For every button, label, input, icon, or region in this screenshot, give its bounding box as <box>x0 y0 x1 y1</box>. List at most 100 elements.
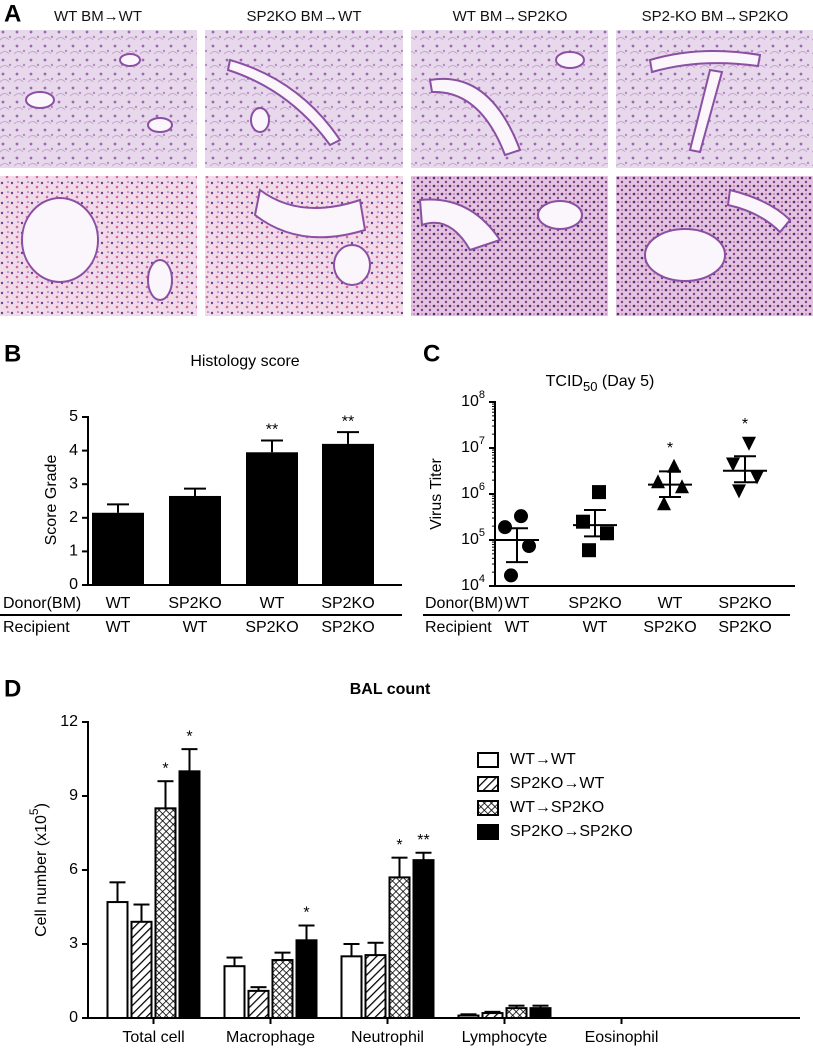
point <box>667 458 681 473</box>
bar <box>295 939 318 1019</box>
point <box>498 520 512 535</box>
tick-base: 10 <box>461 531 479 548</box>
point <box>732 484 746 499</box>
bar <box>457 1014 480 1019</box>
x-tick-label: WT <box>505 619 530 636</box>
point <box>522 539 536 554</box>
point <box>504 568 518 583</box>
x-tick-label: SP2KO <box>643 619 696 636</box>
significance: * <box>667 440 673 457</box>
y-tick-label: 1 <box>69 543 78 560</box>
title-part: (Day 5) <box>597 373 654 390</box>
point <box>657 496 671 511</box>
legend-label: WT→WT <box>510 751 576 768</box>
image <box>205 176 403 316</box>
row-label: Donor(BM) <box>3 595 81 612</box>
image-caption: WT BM→SP2KO <box>453 8 568 25</box>
significance: * <box>303 905 309 922</box>
row-label: Donor(BM) <box>425 595 503 612</box>
row-label: Recipient <box>425 619 492 636</box>
x-tick-label: SP2KO <box>321 619 374 636</box>
x-tick-label: WT <box>505 595 530 612</box>
x-tick-label: SP2KO <box>245 619 298 636</box>
y-tick-label: 104 <box>461 573 485 594</box>
bar <box>388 876 411 1020</box>
image <box>411 176 608 316</box>
bar <box>106 901 129 1019</box>
x-tick-label: SP2KO <box>168 595 221 612</box>
point <box>592 485 606 500</box>
point <box>514 509 528 524</box>
tick-base: 10 <box>461 485 479 502</box>
y-tick-label: 6 <box>69 861 78 878</box>
histology-images <box>0 30 813 316</box>
x-tick-label: SP2KO <box>568 595 621 612</box>
chart-title: Histology score <box>190 353 299 370</box>
significance: * <box>742 416 748 433</box>
legend-label: WT→SP2KO <box>510 799 604 816</box>
point <box>750 470 764 485</box>
y-tick-label: 5 <box>69 408 78 425</box>
tick-base: 10 <box>461 577 479 594</box>
label-part: 5 <box>27 808 41 815</box>
point <box>576 514 590 529</box>
chart-title: TCID50 (Day 5) <box>546 373 655 394</box>
bar <box>223 965 246 1020</box>
x-tick-label: WT <box>106 595 131 612</box>
point <box>651 474 665 489</box>
title-part: TCID <box>546 373 583 390</box>
x-tick-label: SP2KO <box>718 619 771 636</box>
significance: * <box>396 837 402 854</box>
row-label: Recipient <box>3 619 70 636</box>
significance: * <box>162 760 168 777</box>
tick-base: 10 <box>461 439 479 456</box>
bar <box>481 1012 504 1019</box>
panel-label: D <box>4 675 21 702</box>
bar <box>154 807 177 1019</box>
x-tick-label: Macrophage <box>226 1029 315 1046</box>
tick-exponent: 6 <box>479 481 485 493</box>
airways <box>21 50 792 301</box>
bar <box>412 859 435 1020</box>
y-tick-label: 9 <box>69 787 78 804</box>
y-tick-label: 0 <box>69 1009 78 1026</box>
x-tick-label: WT <box>658 595 683 612</box>
image-caption: WT BM→WT <box>54 8 142 25</box>
legend-swatch <box>477 752 499 768</box>
y-tick-label: 107 <box>461 435 485 456</box>
legend-label: SP2KO→SP2KO <box>510 823 633 840</box>
bar <box>529 1007 552 1020</box>
x-tick-label: Lymphocyte <box>462 1029 548 1046</box>
y-tick-label: 12 <box>60 713 78 730</box>
label-part: Cell number (x10 <box>33 815 50 937</box>
point <box>600 526 614 541</box>
x-tick-label: WT <box>583 619 608 636</box>
panel-label: B <box>4 340 21 367</box>
tick-exponent: 4 <box>479 573 485 585</box>
title-part: 50 <box>583 379 597 394</box>
bar <box>505 1007 528 1020</box>
image-caption: SP2-KO BM→SP2KO <box>642 8 789 25</box>
significance: * <box>186 728 192 745</box>
bar <box>271 959 294 1019</box>
legend-swatch <box>477 824 499 840</box>
bar <box>130 920 153 1019</box>
significance: ** <box>342 413 354 430</box>
chart-title: BAL count <box>350 681 431 698</box>
x-tick-label: WT <box>183 619 208 636</box>
y-axis-label: Score Grade <box>43 455 60 546</box>
bar <box>92 512 144 585</box>
x-tick-label: Total cell <box>122 1029 184 1046</box>
bar <box>247 989 270 1019</box>
legend-label: SP2KO→WT <box>510 775 604 792</box>
bar <box>340 955 363 1019</box>
legend-swatch <box>477 800 499 816</box>
y-tick-label: 2 <box>69 509 78 526</box>
tick-exponent: 5 <box>479 527 485 539</box>
image-caption: SP2KO BM→WT <box>246 8 361 25</box>
bar <box>246 452 298 585</box>
legend-swatch <box>477 776 499 792</box>
x-tick-label: Eosinophil <box>585 1029 659 1046</box>
label-part: ) <box>33 803 50 808</box>
